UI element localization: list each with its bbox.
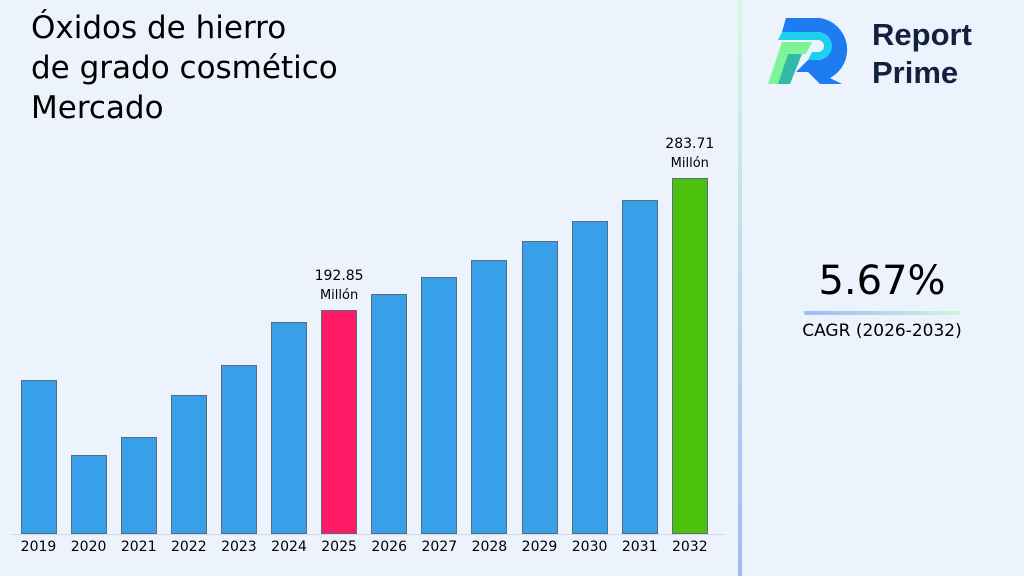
bar-2025 (321, 310, 358, 534)
title-line-3: Mercado (31, 90, 164, 126)
x-axis-line (10, 534, 726, 535)
cagr-underline (804, 311, 960, 315)
x-tick-label: 2025 (321, 539, 357, 555)
bar-2023 (220, 364, 257, 534)
bar-2026 (371, 294, 408, 534)
vertical-divider (738, 0, 742, 576)
bar-2027 (421, 277, 458, 534)
bar-2032 (671, 178, 708, 534)
cagr-panel: 5.67% CAGR (2026-2032) (790, 255, 974, 341)
brand-name-line-2: Prime (872, 55, 959, 90)
title-line-1: Óxidos de hierro (31, 10, 287, 46)
chart-title: Óxidos de hierro de grado cosmético Merc… (31, 8, 338, 128)
x-tick-label: 2021 (120, 539, 157, 555)
x-tick-label: 2027 (421, 539, 458, 555)
title-line-2: de grado cosmético (31, 50, 338, 86)
x-tick-label: 2028 (471, 539, 508, 555)
report-prime-logo: Report Prime (768, 14, 1008, 94)
bar-2022 (170, 395, 207, 534)
bar-2020 (70, 454, 107, 534)
x-tick-label: 2023 (221, 539, 257, 555)
x-tick-label: 2029 (521, 539, 558, 555)
bar-2019 (20, 379, 57, 534)
bar-2031 (621, 200, 658, 534)
x-tick-label: 2030 (571, 539, 608, 555)
bar-2029 (521, 240, 558, 534)
bar-2030 (571, 221, 608, 534)
bar-2028 (471, 259, 508, 534)
x-tick-label: 2022 (170, 539, 207, 555)
bar-2021 (120, 437, 157, 534)
bar-chart: 2019 2020 2021 2022 2023 2024 2025 192.85 Millón… (10, 136, 726, 555)
value-label-2032: 283.71 Millón (665, 136, 715, 171)
x-tick-label: 2031 (621, 539, 658, 555)
x-tick-label: 2026 (371, 539, 407, 555)
brand-name-line-1: Report (872, 17, 972, 52)
bar-2024 (271, 321, 307, 534)
cagr-value: 5.67% (818, 258, 946, 304)
x-tick-label: 2020 (70, 539, 107, 555)
x-tick-label: 2019 (20, 539, 57, 555)
x-tick-label: 2032 (671, 539, 708, 555)
value-label-2025: 192.85 Millón (314, 268, 364, 303)
report-prime-logo-icon (768, 18, 848, 84)
cagr-label: CAGR (2026-2032) (802, 321, 962, 341)
brand-name: Report Prime (872, 16, 972, 92)
x-tick-label: 2024 (271, 539, 307, 555)
